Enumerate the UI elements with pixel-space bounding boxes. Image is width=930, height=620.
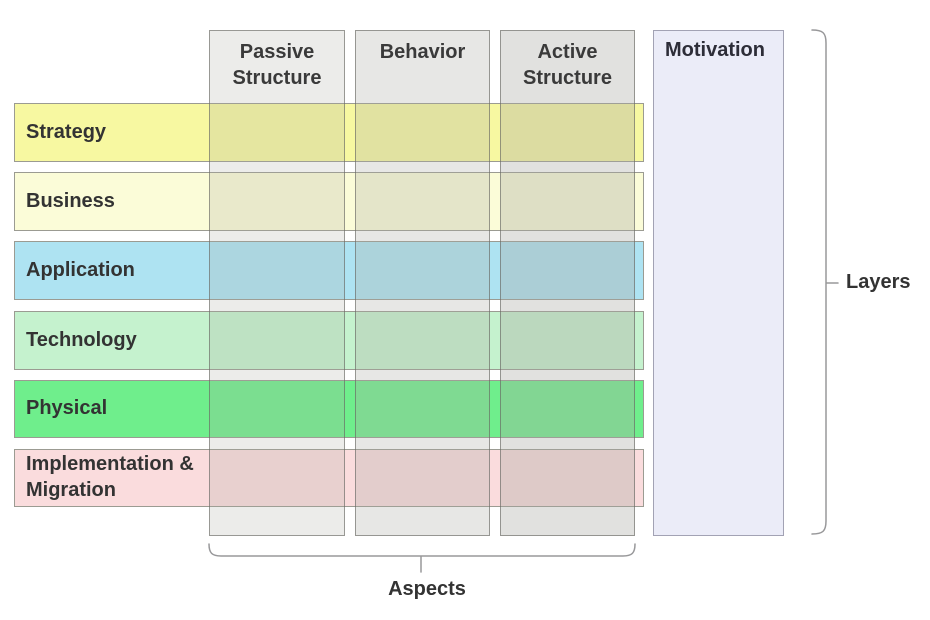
row-strategy-label: Strategy xyxy=(26,120,107,143)
column-passive-structure: Passive Structure xyxy=(209,30,345,536)
layers-bracket xyxy=(811,29,839,535)
row-physical: Physical xyxy=(14,380,644,438)
row-business-label: Business xyxy=(26,189,115,212)
column-behavior-label: Behavior xyxy=(379,41,466,63)
row-technology-label: Technology xyxy=(26,328,137,351)
row-implementation-migration-label: Implementation & Migration xyxy=(26,453,194,501)
row-strategy: Strategy xyxy=(14,103,644,162)
row-implementation-migration: Implementation & Migration xyxy=(14,449,644,507)
row-technology: Technology xyxy=(14,311,644,370)
column-behavior: Behavior xyxy=(355,30,490,536)
row-physical-label: Physical xyxy=(26,397,108,420)
column-active-structure: Active Structure xyxy=(500,30,635,536)
layers-bracket-label: Layers xyxy=(846,271,911,293)
column-motivation: Motivation xyxy=(653,30,784,536)
row-application: Application xyxy=(14,241,644,300)
column-passive-structure-label: Passive Structure xyxy=(232,41,322,90)
column-active-structure-label: Active Structure xyxy=(523,41,612,90)
aspects-bracket xyxy=(208,543,636,573)
row-application-label: Application xyxy=(26,258,135,281)
row-business: Business xyxy=(14,172,644,231)
aspects-bracket-label: Aspects xyxy=(388,578,466,600)
column-motivation-label: Motivation xyxy=(665,39,765,61)
